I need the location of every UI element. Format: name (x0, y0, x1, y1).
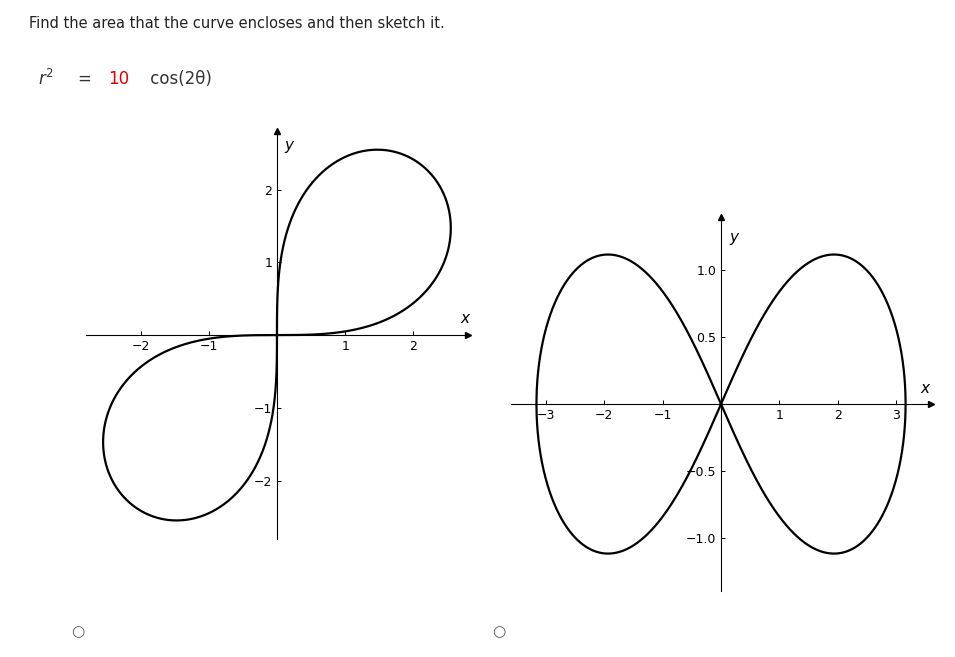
Text: y: y (285, 137, 293, 152)
Text: =: = (78, 70, 97, 88)
Text: Find the area that the curve encloses and then sketch it.: Find the area that the curve encloses an… (29, 16, 444, 32)
Text: ○: ○ (492, 625, 505, 639)
Text: 10: 10 (108, 70, 129, 88)
Text: $r^{2}$: $r^{2}$ (38, 69, 54, 89)
Text: x: x (460, 311, 469, 326)
Text: cos(2θ): cos(2θ) (145, 70, 212, 88)
Text: y: y (730, 230, 738, 245)
Text: ○: ○ (72, 625, 85, 639)
Text: x: x (921, 381, 929, 396)
